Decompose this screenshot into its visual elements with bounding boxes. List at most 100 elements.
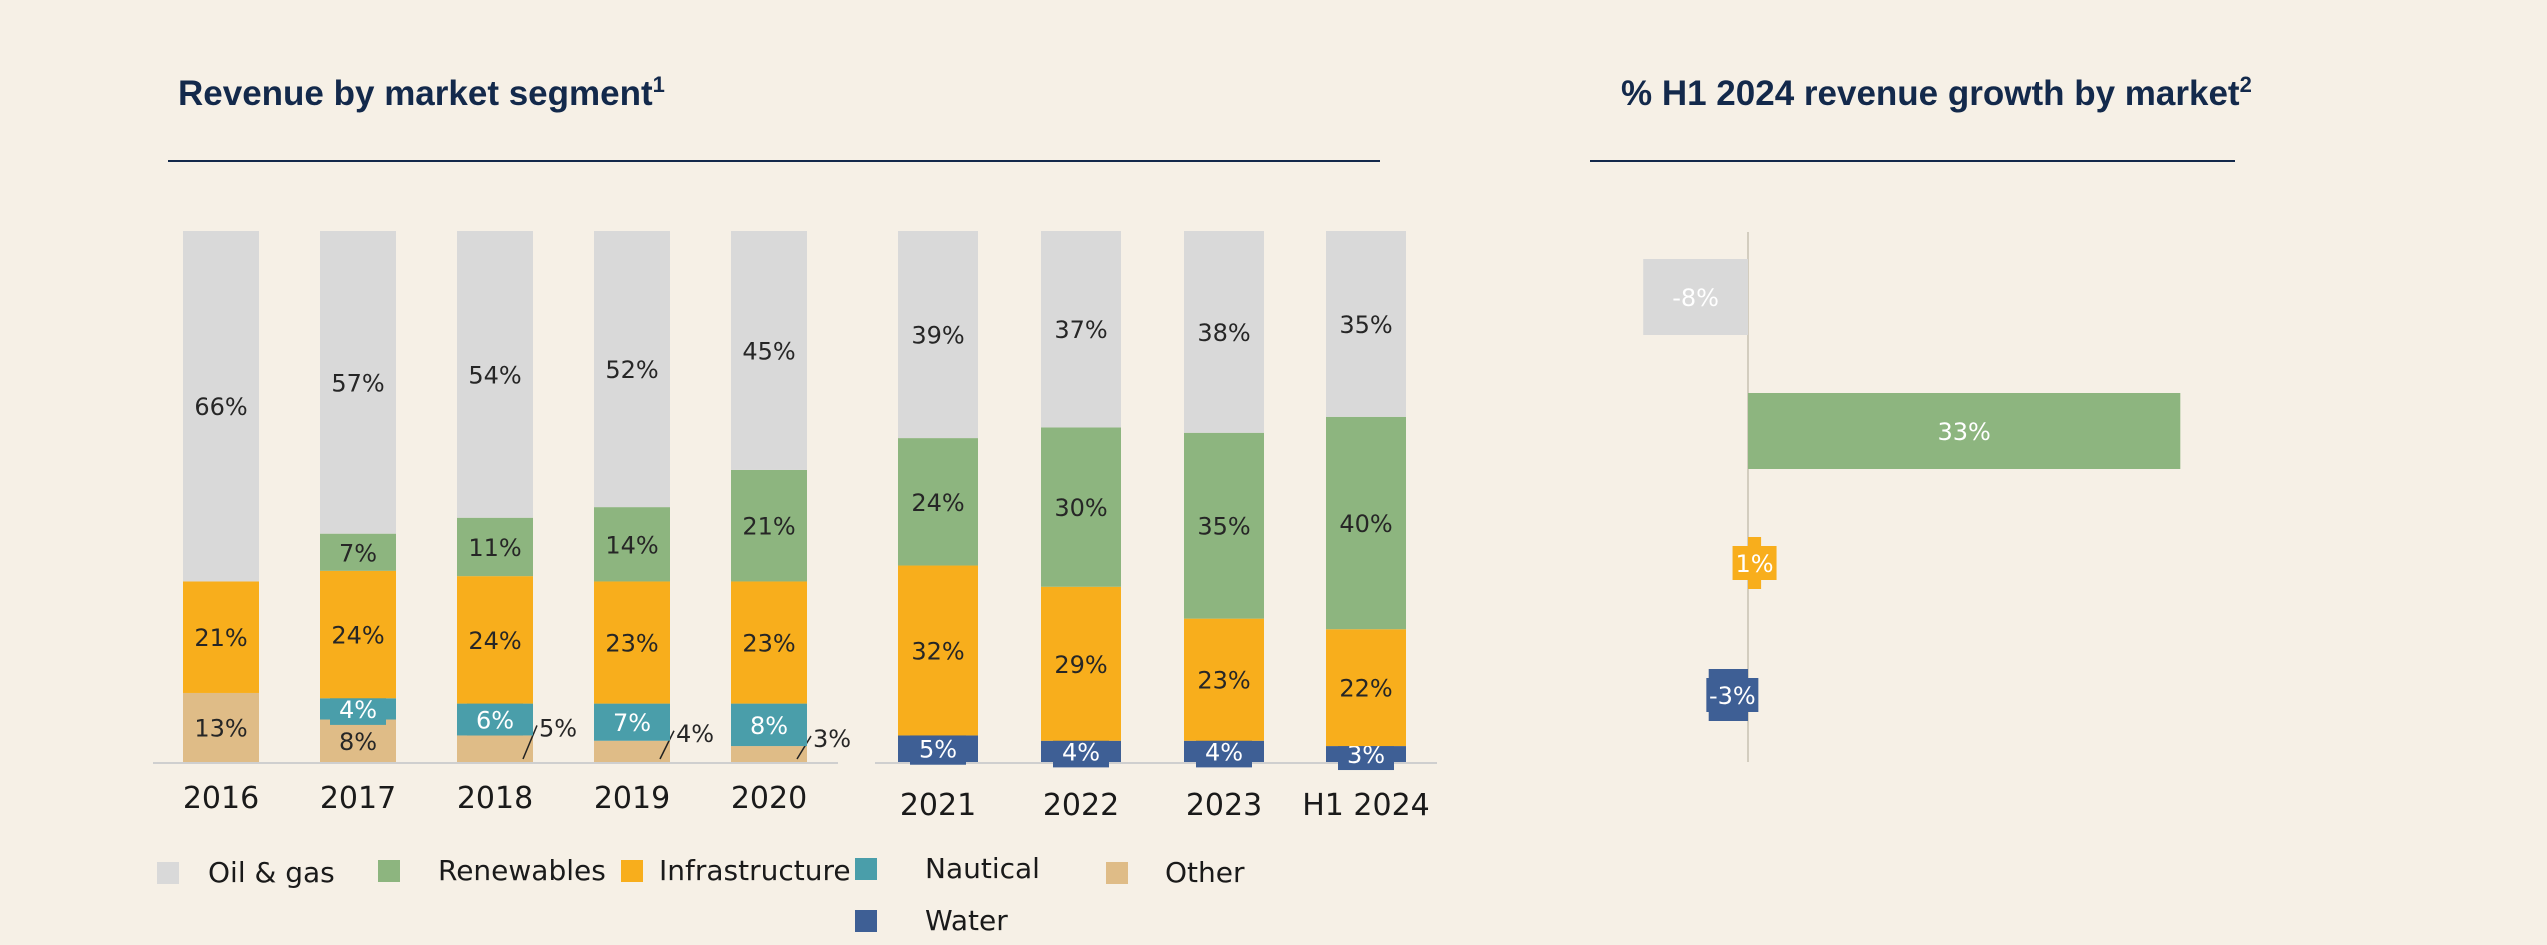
bar-infrastructure-2018 [457,576,533,704]
value-label-infrastructure-2022: 29% [1054,651,1107,679]
value-label-renewables-2017: 7% [339,539,377,567]
x-tick-label-h1-2024: H1 2024 [1302,788,1430,823]
legend-swatch-nautical [855,857,877,880]
value-label-infrastructure-2019: 23% [605,630,658,658]
bar-nautical-2020 [731,703,807,747]
legend-swatch-oil-gas [157,861,179,884]
bar-other-2018 [457,735,533,762]
bar-nautical-2019 [594,703,670,741]
x-tick-label-2018: 2018 [457,781,533,816]
bar-other-2020 [731,746,807,762]
x-tick-label-2021: 2021 [900,788,976,823]
x-tick-label-2017: 2017 [320,781,396,816]
legend-label-renewables: Renewables [438,854,606,887]
value-label-oil-gas-2023: 38% [1197,319,1250,347]
value-label-oil-gas-2016: 66% [194,393,247,421]
bar-infrastructure-2020 [731,581,807,704]
bar-renewables-2020 [731,469,807,582]
bar-renewables-2022 [1041,427,1121,587]
value-label-other-2019: 4% [676,720,714,748]
value-label-other-2017: 8% [339,728,377,756]
bar-infrastructure-2022 [1041,586,1121,741]
value-label-oil-gas-2022: 37% [1054,316,1107,344]
legend-item-nautical: Nautical [855,852,1040,885]
value-label-renewables-2023: 35% [1197,513,1250,541]
value-label-oil-gas-2017: 57% [331,369,384,397]
legend-item-oil-gas: Oil & gas [157,856,335,889]
value-label-nautical-2020: 8% [750,712,788,740]
value-label-infrastructure-2021: 32% [911,637,964,665]
growth-value-label-renewables: 33% [1937,418,1990,446]
value-label-renewables-h1-2024: 40% [1339,510,1392,538]
bar-other-2016 [183,692,259,762]
value-label-other-2020: 3% [813,725,851,753]
bar-infrastructure-2021 [898,565,978,736]
bar-oil-gas-2020 [731,231,807,470]
leader-line-2019 [659,730,675,760]
value-label-oil-gas-2021: 39% [911,322,964,350]
bar-renewables-2018 [457,517,533,577]
value-label-renewables-2020: 21% [742,513,795,541]
value-label-water-2021: 5% [919,736,957,764]
bar-oil-gas-2023 [1184,231,1264,433]
bar-other-2017 [320,719,396,762]
value-label-renewables-2018: 11% [468,534,521,562]
value-label-infrastructure-2023: 23% [1197,667,1250,695]
x-tick-label-2019: 2019 [594,781,670,816]
legend-label-other: Other [1165,856,1245,889]
bar-infrastructure-h1-2024 [1326,629,1406,747]
value-label-infrastructure-2016: 21% [194,624,247,652]
label-tab-water-2021 [910,732,966,765]
x-tick-label-2022: 2022 [1043,788,1119,823]
value-label-water-2022: 4% [1062,738,1100,766]
legend-label-oil-gas: Oil & gas [208,856,335,889]
leader-line-2018 [522,725,538,760]
bar-oil-gas-2018 [457,231,533,518]
value-label-infrastructure-2017: 24% [331,622,384,650]
legend-item-renewables: Renewables [378,854,606,887]
bar-oil-gas-2017 [320,231,396,534]
legend-item-water: Water [855,904,1008,937]
value-label-oil-gas-2019: 52% [605,356,658,384]
value-label-oil-gas-h1-2024: 35% [1339,311,1392,339]
legend-swatch-other [1106,861,1128,884]
left-chart-title: Revenue by market segment1 [178,72,665,113]
bar-infrastructure-2017 [320,570,396,699]
left-title-rule [168,160,1380,162]
value-label-infrastructure-h1-2024: 22% [1339,675,1392,703]
bar-renewables-h1-2024 [1326,416,1406,630]
value-label-other-2016: 13% [194,714,247,742]
x-tick-label-2020: 2020 [731,781,807,816]
value-label-water-2023: 4% [1205,738,1243,766]
bar-renewables-2017 [320,533,396,571]
bar-oil-gas-2016 [183,231,259,582]
right-title-rule [1590,160,2235,162]
legend-item-infrastructure: Infrastructure [621,854,851,887]
legend-label-infrastructure: Infrastructure [659,854,851,887]
growth-bar-oil-gas [1643,259,1748,335]
value-label-nautical-2019: 7% [613,709,651,737]
value-label-nautical-2017: 4% [339,696,377,724]
value-label-oil-gas-2018: 54% [468,361,521,389]
legend-swatch-infrastructure [621,859,643,882]
bar-oil-gas-2021 [898,231,978,439]
bar-oil-gas-2019 [594,231,670,508]
value-label-renewables-2019: 14% [605,531,658,559]
growth-value-label-water: -3% [1709,682,1756,710]
leader-line-2020 [796,735,812,760]
x-tick-label-2023: 2023 [1186,788,1262,823]
bar-renewables-2019 [594,507,670,582]
legend-item-other: Other [1106,856,1245,889]
growth-value-label-infrastructure: 1% [1736,550,1774,578]
right-chart-title-footnote: 2 [2239,72,2252,97]
legend-label-nautical: Nautical [925,852,1040,885]
bar-renewables-2021 [898,438,978,566]
legend-swatch-water [855,909,877,932]
value-label-renewables-2021: 24% [911,489,964,517]
value-label-nautical-2018: 6% [476,707,514,735]
bar-infrastructure-2023 [1184,618,1264,741]
bar-infrastructure-2019 [594,581,670,704]
bar-other-2019 [594,740,670,762]
bar-renewables-2023 [1184,432,1264,619]
